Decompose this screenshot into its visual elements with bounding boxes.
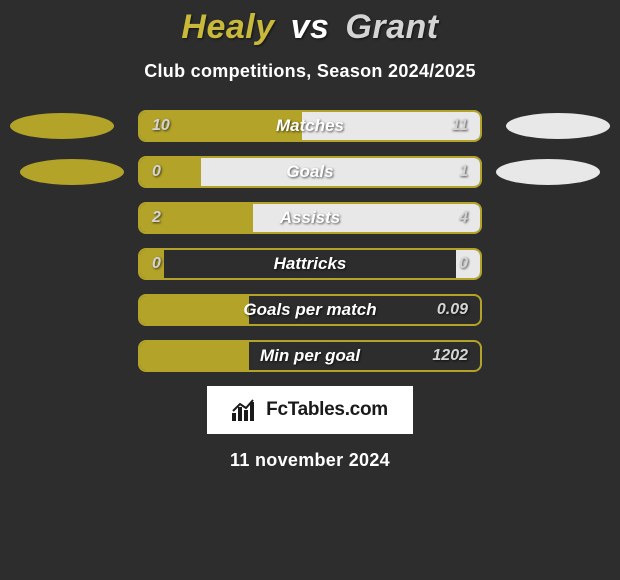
bar-fill-player1: [140, 342, 249, 370]
stat-bar: Min per goal 1202: [138, 340, 482, 372]
stat-value-player1: 0: [152, 255, 161, 273]
player1-name: Healy: [181, 8, 274, 46]
stat-value-player2: 0.09: [437, 301, 468, 319]
stat-bar: 10 Matches 11: [138, 110, 482, 142]
bar-fill-player1: [140, 158, 201, 186]
stat-bar: 0 Hattricks 0: [138, 248, 482, 280]
stat-value-player1: 0: [152, 163, 161, 181]
player1-badge: [34, 297, 138, 323]
player1-badge: [34, 251, 138, 277]
stat-label: Matches: [276, 116, 344, 136]
stat-bar: 2 Assists 4: [138, 202, 482, 234]
stat-value-player2: 1202: [432, 347, 468, 365]
stat-row: Min per goal 1202: [0, 340, 620, 372]
stat-bar: Goals per match 0.09: [138, 294, 482, 326]
bar-fill-player1: [140, 296, 249, 324]
stat-bar: 0 Goals 1: [138, 156, 482, 188]
bar-fill-player2: [201, 158, 480, 186]
stat-row: 0 Hattricks 0: [0, 248, 620, 280]
player2-badge: [496, 159, 600, 185]
player1-badge: [20, 159, 124, 185]
vs-text: vs: [291, 8, 330, 46]
stat-row: 0 Goals 1: [0, 156, 620, 188]
player2-badge: [482, 251, 586, 277]
bar-chart-icon: [232, 399, 258, 421]
stat-label: Goals: [286, 162, 333, 182]
stats-area: 10 Matches 11 0 Goals 1 2 Assists 4 0 Hattricks 0 Go…: [0, 110, 620, 372]
player2-badge: [482, 297, 586, 323]
stat-row: 2 Assists 4: [0, 202, 620, 234]
player2-badge: [482, 343, 586, 369]
stat-label: Goals per match: [243, 300, 376, 320]
logo-badge: FcTables.com: [207, 386, 413, 434]
title: Healy vs Grant: [0, 8, 620, 47]
stat-value-player2: 11: [451, 117, 468, 135]
player2-name: Grant: [345, 8, 438, 46]
stat-value-player1: 2: [152, 209, 161, 227]
player2-badge: [506, 113, 610, 139]
player2-badge: [482, 205, 586, 231]
stat-label: Hattricks: [274, 254, 347, 274]
stat-value-player2: 1: [459, 163, 468, 181]
subtitle: Club competitions, Season 2024/2025: [0, 61, 620, 82]
date-text: 11 november 2024: [0, 450, 620, 471]
stat-row: 10 Matches 11: [0, 110, 620, 142]
player1-badge: [34, 343, 138, 369]
stat-value-player2: 4: [459, 209, 468, 227]
player1-badge: [34, 205, 138, 231]
stat-value-player1: 10: [152, 117, 170, 135]
player1-badge: [10, 113, 114, 139]
logo-text: FcTables.com: [266, 399, 388, 421]
stat-label: Min per goal: [260, 346, 360, 366]
stat-value-player2: 0: [459, 255, 468, 273]
stat-label: Assists: [280, 208, 340, 228]
stat-row: Goals per match 0.09: [0, 294, 620, 326]
comparison-card: Healy vs Grant Club competitions, Season…: [0, 0, 620, 471]
